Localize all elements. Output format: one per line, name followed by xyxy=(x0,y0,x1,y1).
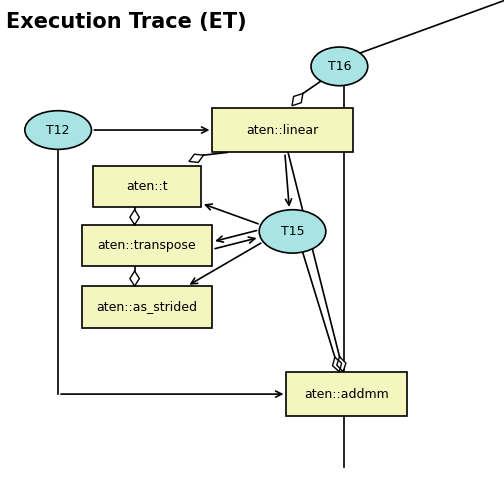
Ellipse shape xyxy=(25,111,91,149)
Text: T16: T16 xyxy=(328,60,351,73)
FancyBboxPatch shape xyxy=(82,225,212,266)
Polygon shape xyxy=(337,357,346,371)
FancyBboxPatch shape xyxy=(212,108,353,152)
Ellipse shape xyxy=(311,47,368,86)
FancyBboxPatch shape xyxy=(286,372,407,416)
Polygon shape xyxy=(130,271,139,286)
Text: T15: T15 xyxy=(281,225,304,238)
Text: aten::transpose: aten::transpose xyxy=(98,239,196,252)
Ellipse shape xyxy=(259,210,326,253)
Text: T12: T12 xyxy=(46,123,70,137)
Polygon shape xyxy=(130,210,139,225)
Text: aten::t: aten::t xyxy=(126,180,168,193)
Text: aten::addmm: aten::addmm xyxy=(304,388,389,401)
Text: aten::as_strided: aten::as_strided xyxy=(96,300,198,314)
FancyBboxPatch shape xyxy=(82,286,212,327)
Text: Execution Trace (ET): Execution Trace (ET) xyxy=(7,12,247,32)
Polygon shape xyxy=(189,154,204,163)
FancyBboxPatch shape xyxy=(93,166,201,207)
Text: aten::linear: aten::linear xyxy=(246,123,319,137)
Polygon shape xyxy=(333,357,342,372)
Polygon shape xyxy=(292,94,303,106)
